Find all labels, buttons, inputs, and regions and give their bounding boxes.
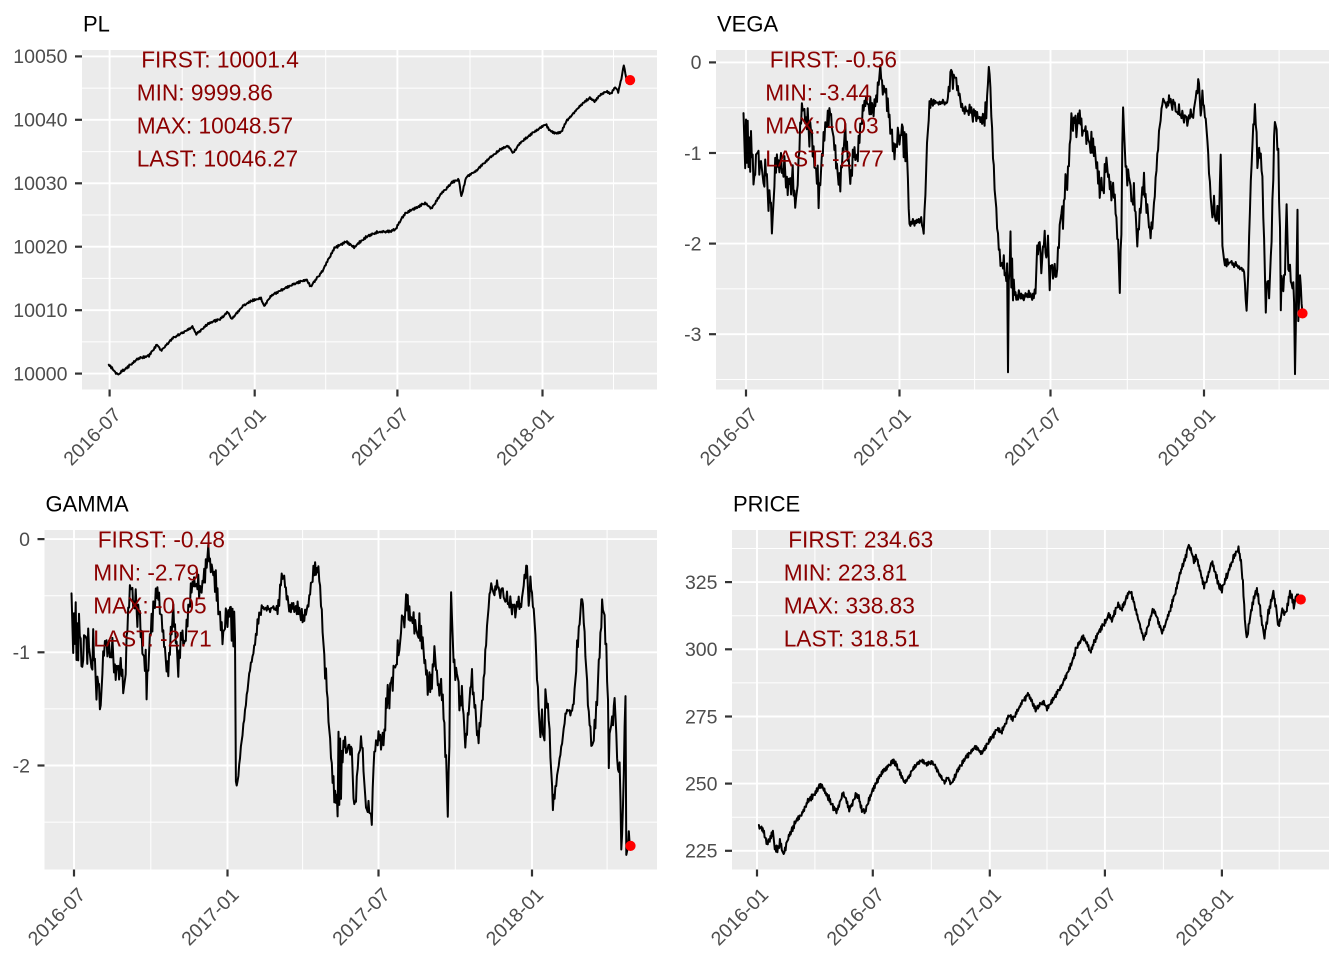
svg-text:325: 325 — [685, 572, 718, 594]
svg-text:VEGA: VEGA — [717, 12, 778, 37]
svg-text:MIN: -2.79: MIN: -2.79 — [93, 560, 199, 586]
svg-text:FIRST: 10001.4: FIRST: 10001.4 — [141, 47, 299, 73]
svg-text:250: 250 — [685, 773, 718, 795]
svg-text:275: 275 — [685, 706, 718, 728]
svg-text:MAX: -0.05: MAX: -0.05 — [93, 593, 206, 619]
svg-text:LAST: -2.71: LAST: -2.71 — [93, 626, 212, 652]
svg-text:MIN: 9999.86: MIN: 9999.86 — [137, 80, 273, 106]
svg-text:225: 225 — [685, 841, 718, 863]
svg-text:-2: -2 — [13, 755, 30, 777]
svg-text:MAX: -0.03: MAX: -0.03 — [765, 113, 878, 139]
svg-text:10000: 10000 — [13, 363, 67, 385]
svg-text:MIN: -3.44: MIN: -3.44 — [765, 80, 871, 106]
svg-text:MIN: 223.81: MIN: 223.81 — [784, 560, 908, 586]
svg-text:FIRST: -0.56: FIRST: -0.56 — [770, 47, 897, 73]
svg-text:MAX: 10048.57: MAX: 10048.57 — [137, 113, 293, 139]
svg-text:LAST: 10046.27: LAST: 10046.27 — [137, 146, 298, 172]
svg-text:-2: -2 — [684, 233, 701, 255]
svg-text:PRICE: PRICE — [733, 492, 800, 517]
svg-text:FIRST: -0.48: FIRST: -0.48 — [98, 527, 225, 553]
svg-text:-1: -1 — [13, 642, 30, 664]
svg-text:GAMMA: GAMMA — [46, 492, 129, 517]
svg-text:0: 0 — [19, 529, 30, 551]
svg-text:-1: -1 — [684, 143, 701, 165]
svg-text:10010: 10010 — [13, 300, 67, 322]
svg-text:-3: -3 — [684, 324, 701, 346]
svg-text:FIRST: 234.63: FIRST: 234.63 — [788, 527, 933, 553]
svg-text:PL: PL — [83, 12, 110, 37]
svg-text:MAX: 338.83: MAX: 338.83 — [784, 593, 915, 619]
svg-text:300: 300 — [685, 639, 718, 661]
svg-text:10050: 10050 — [13, 46, 67, 68]
svg-text:LAST: -2.77: LAST: -2.77 — [765, 146, 884, 172]
svg-text:0: 0 — [691, 52, 702, 74]
svg-text:10030: 10030 — [13, 173, 67, 195]
svg-text:LAST: 318.51: LAST: 318.51 — [784, 626, 920, 652]
svg-text:10040: 10040 — [13, 110, 67, 132]
svg-text:10020: 10020 — [13, 237, 67, 259]
